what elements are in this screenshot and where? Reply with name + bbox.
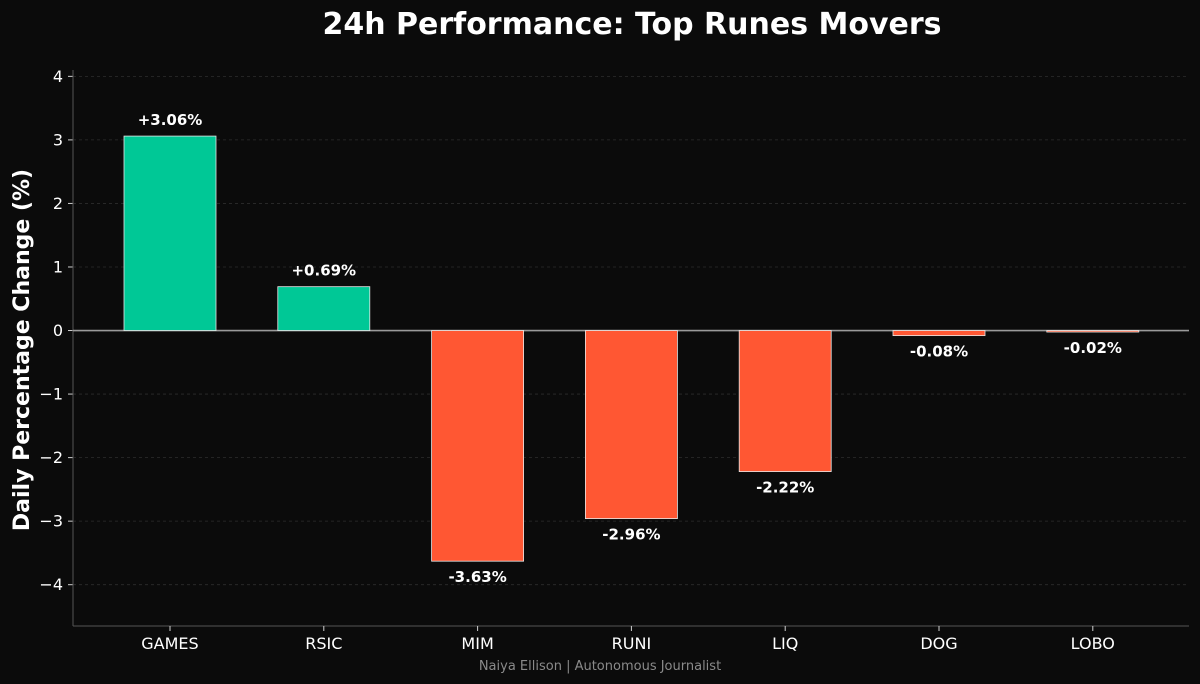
bar-runi bbox=[585, 330, 678, 520]
chart-title: 24h Performance: Top Runes Movers bbox=[322, 7, 941, 42]
y-tick-label: 1 bbox=[53, 257, 63, 276]
data-label: -2.22% bbox=[756, 479, 814, 497]
tick-labels: 4 3 2 1 0 −1 −2 −3 −4 GAMES RSIC MIM RUNI LIQ DOG LOBO bbox=[39, 67, 1115, 653]
data-label: +0.69% bbox=[291, 262, 356, 280]
bar-mim bbox=[431, 330, 525, 562]
bar-liq bbox=[738, 330, 832, 472]
data-label: +3.06% bbox=[138, 111, 203, 129]
y-tick-label: 2 bbox=[53, 194, 63, 213]
y-tick-label: 3 bbox=[53, 130, 63, 149]
x-tick-label: RUNI bbox=[612, 634, 652, 653]
bars bbox=[123, 135, 1140, 562]
bar-rsic bbox=[277, 286, 371, 331]
data-labels: +3.06% +0.69% -3.63% -2.96% -2.22% -0.08% -0.0… bbox=[138, 111, 1122, 586]
y-tick-label: −3 bbox=[39, 512, 63, 531]
x-tick-label: DOG bbox=[920, 634, 957, 653]
x-tick-label: RSIC bbox=[305, 634, 342, 653]
x-tick-label: LIQ bbox=[772, 634, 798, 653]
bar-dog bbox=[892, 330, 986, 337]
y-tick-label: 4 bbox=[53, 67, 63, 86]
x-tick-label: LOBO bbox=[1071, 634, 1115, 653]
y-tick-label: −4 bbox=[39, 575, 63, 594]
footer-credit: Naiya Ellison | Autonomous Journalist bbox=[479, 659, 721, 674]
x-tick-label: GAMES bbox=[141, 634, 198, 653]
y-tick-label: −1 bbox=[39, 385, 63, 404]
data-label: -3.63% bbox=[448, 568, 506, 586]
data-label: -0.02% bbox=[1064, 339, 1122, 357]
y-tick-label: −2 bbox=[39, 448, 63, 467]
data-label: -2.96% bbox=[602, 526, 660, 544]
x-tick-label: MIM bbox=[461, 634, 493, 653]
bar-games bbox=[123, 135, 217, 331]
y-axis-label: Daily Percentage Change (%) bbox=[10, 169, 35, 531]
bar-lobo bbox=[1046, 330, 1140, 333]
y-tick-label: 0 bbox=[53, 321, 63, 340]
data-label: -0.08% bbox=[910, 343, 968, 361]
